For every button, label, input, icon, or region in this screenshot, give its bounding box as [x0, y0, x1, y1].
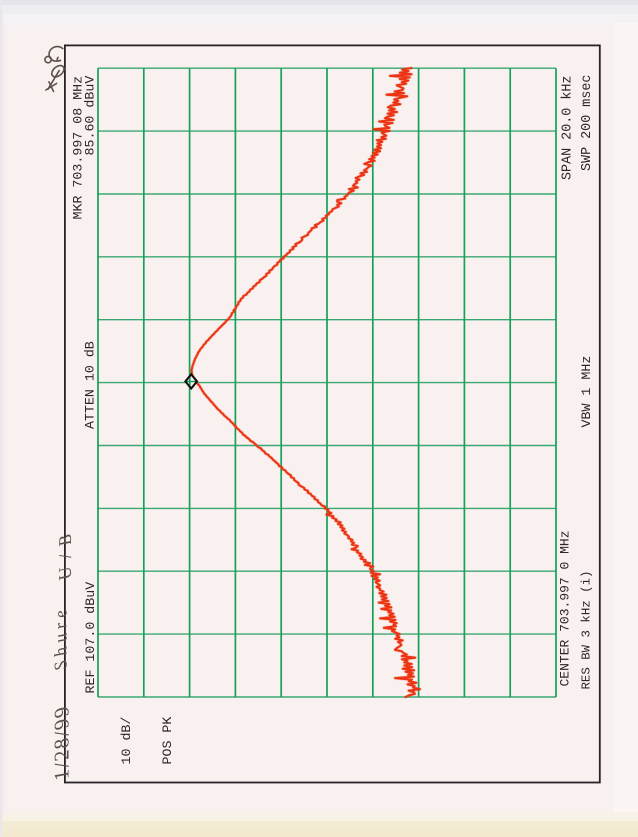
svg-text:ATTEN 10 dB: ATTEN 10 dB — [82, 341, 97, 429]
svg-text:85.60 dBuV: 85.60 dBuV — [83, 76, 98, 156]
svg-text:1/28/99: 1/28/99 — [50, 702, 73, 785]
svg-text:VBW 1 MHz: VBW 1 MHz — [579, 356, 594, 428]
svg-text:10 dB/: 10 dB/ — [119, 717, 134, 765]
svg-text:POS PK: POS PK — [160, 717, 175, 765]
svg-text:REF 107.0 dBuV: REF 107.0 dBuV — [83, 582, 98, 694]
svg-text:RES BW 3 kHz (i): RES BW 3 kHz (i) — [580, 571, 594, 690]
svg-text:SWP 200 msec: SWP 200 msec — [580, 75, 595, 171]
svg-text:U/B: U/B — [56, 523, 76, 583]
svg-text:SPAN 20.0 kHz: SPAN 20.0 kHz — [561, 76, 576, 180]
svg-text:Shure: Shure — [51, 602, 71, 674]
svg-text:MKR 703.997 08 MHz: MKR 703.997 08 MHz — [70, 76, 85, 220]
svg-text:CENTER 703.997 0 MHz: CENTER 703.997 0 MHz — [558, 530, 573, 686]
